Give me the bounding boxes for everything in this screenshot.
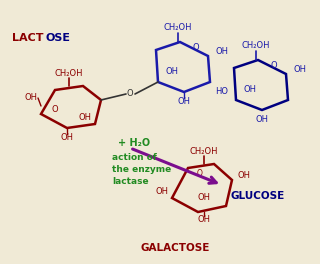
Text: HO: HO xyxy=(215,87,228,97)
Text: lactase: lactase xyxy=(112,177,148,186)
Text: CH₂OH: CH₂OH xyxy=(164,23,192,32)
Text: OH: OH xyxy=(215,48,228,56)
Text: OH: OH xyxy=(293,65,307,74)
Text: OH: OH xyxy=(78,114,92,122)
Text: LACT: LACT xyxy=(12,33,44,43)
Text: + H₂O: + H₂O xyxy=(118,138,150,148)
Text: OH: OH xyxy=(156,187,169,196)
Text: GLUCOSE: GLUCOSE xyxy=(231,191,285,201)
Text: OH: OH xyxy=(244,86,257,95)
Text: CH₂OH: CH₂OH xyxy=(55,68,83,78)
Text: CH₂OH: CH₂OH xyxy=(190,148,218,157)
Text: OH: OH xyxy=(178,97,190,106)
Text: O: O xyxy=(271,62,277,70)
Text: OH: OH xyxy=(197,194,211,202)
Text: O: O xyxy=(197,169,203,178)
Text: OH: OH xyxy=(60,134,74,143)
Text: O: O xyxy=(193,44,199,53)
Text: the enzyme: the enzyme xyxy=(112,166,171,175)
Text: OH: OH xyxy=(165,68,179,77)
Text: OH: OH xyxy=(255,116,268,125)
Text: GALACTOSE: GALACTOSE xyxy=(140,243,210,253)
Text: OSE: OSE xyxy=(46,33,71,43)
Text: OH: OH xyxy=(25,93,37,102)
Text: O: O xyxy=(127,89,133,98)
Text: CH₂OH: CH₂OH xyxy=(242,41,270,50)
Text: O: O xyxy=(52,106,58,115)
Text: OH: OH xyxy=(237,172,251,181)
Text: action of: action of xyxy=(112,153,157,163)
Text: OH: OH xyxy=(197,215,211,224)
